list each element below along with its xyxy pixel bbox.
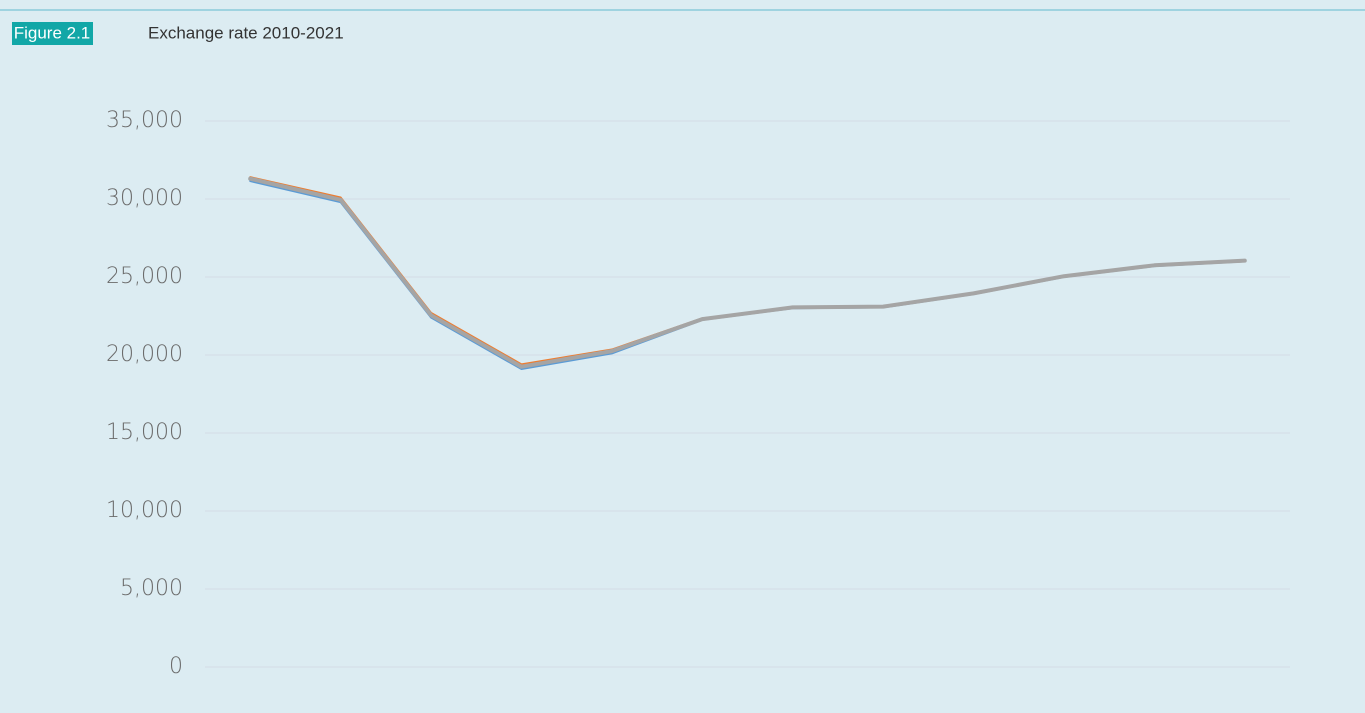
figure-label-box bbox=[12, 22, 93, 45]
y-tick-label: 5,000 bbox=[120, 576, 183, 601]
y-tick-label: 25,000 bbox=[106, 264, 183, 289]
figure-label: Figure 2.1 bbox=[14, 23, 91, 42]
y-tick-label: 30,000 bbox=[106, 186, 183, 211]
chart-title: Exchange rate 2010-2021 bbox=[148, 23, 344, 42]
series-line bbox=[248, 176, 1247, 369]
y-tick-label: 10,000 bbox=[106, 498, 183, 523]
y-tick-label: 0 bbox=[169, 654, 183, 679]
y-tick-label: 35,000 bbox=[106, 108, 183, 133]
y-tick-label: 20,000 bbox=[106, 342, 183, 367]
y-tick-label: 15,000 bbox=[106, 420, 183, 445]
